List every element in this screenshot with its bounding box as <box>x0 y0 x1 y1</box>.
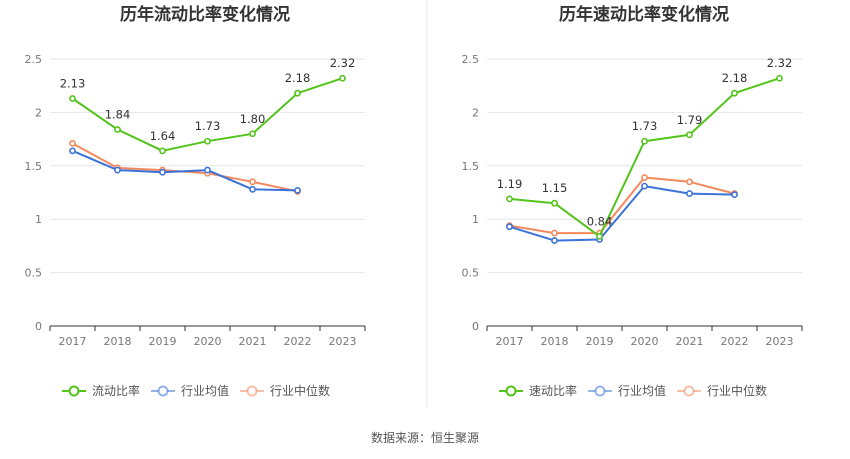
data-point <box>506 223 513 231</box>
data-point <box>159 168 166 176</box>
y-tick-label: 1.5 <box>462 160 480 173</box>
x-tick-label: 2017 <box>496 335 524 348</box>
y-tick-label: 0.5 <box>25 267 43 280</box>
data-point <box>776 74 783 82</box>
x-tick-label: 2018 <box>104 335 132 348</box>
data-point <box>249 178 256 186</box>
data-point <box>551 199 558 207</box>
legend-marker <box>68 385 80 397</box>
legend-marker <box>594 385 606 397</box>
data-label: 1.73 <box>195 119 221 133</box>
data-label: 0.84 <box>587 214 613 228</box>
x-tick-label: 2023 <box>329 335 357 348</box>
y-tick-label: 0.5 <box>462 267 480 280</box>
data-label: 1.84 <box>105 107 131 121</box>
data-point <box>159 147 166 155</box>
legend-label: 行业中位数 <box>270 383 330 398</box>
x-tick-label: 2022 <box>721 335 749 348</box>
x-tick-label: 2020 <box>194 335 222 348</box>
y-tick-label: 2.5 <box>462 53 480 66</box>
data-point <box>69 147 76 155</box>
x-tick-label: 2023 <box>766 335 794 348</box>
data-label: 1.64 <box>150 129 176 143</box>
data-point <box>69 95 76 102</box>
data-point <box>551 237 558 244</box>
data-point <box>294 186 301 194</box>
y-tick-label: 2 <box>472 106 479 119</box>
data-point <box>641 182 648 190</box>
data-point <box>641 137 648 145</box>
data-label: 2.32 <box>767 56 793 70</box>
x-tick-label: 2017 <box>59 335 87 348</box>
y-tick-label: 2 <box>35 106 42 119</box>
data-point <box>114 166 121 174</box>
data-point <box>731 191 738 199</box>
series-line <box>509 77 780 238</box>
y-tick-label: 1 <box>35 213 42 226</box>
legend-marker <box>246 385 258 397</box>
x-tick-label: 2022 <box>284 335 312 348</box>
legend-label: 速动比率 <box>529 383 577 398</box>
legend-label: 流动比率 <box>92 383 140 398</box>
x-tick-label: 2020 <box>631 335 659 348</box>
data-point <box>294 89 301 97</box>
chart-title: 历年流动比率变化情况 <box>120 4 290 25</box>
data-label: 1.79 <box>677 113 703 127</box>
data-label: 1.80 <box>240 112 266 126</box>
legend-marker <box>683 385 695 397</box>
series-line <box>509 185 735 242</box>
series-line <box>72 142 298 193</box>
data-point <box>114 126 121 133</box>
data-label: 2.13 <box>60 77 86 91</box>
x-tick-label: 2021 <box>676 335 704 348</box>
series-line <box>72 149 298 192</box>
data-source-note: 数据来源：恒生聚源 <box>371 430 479 445</box>
chart-title: 历年速动比率变化情况 <box>559 4 729 25</box>
data-label: 1.15 <box>542 181 568 195</box>
data-point <box>339 74 346 82</box>
legend-label: 行业中位数 <box>707 383 767 398</box>
y-tick-label: 0 <box>472 320 479 333</box>
series-line <box>509 176 735 235</box>
y-tick-label: 0 <box>35 320 42 333</box>
y-tick-label: 1.5 <box>25 160 43 173</box>
legend-marker <box>157 385 169 397</box>
data-point <box>686 178 693 186</box>
data-point <box>249 130 256 138</box>
x-tick-label: 2021 <box>239 335 267 348</box>
data-point <box>249 185 256 193</box>
data-point <box>731 89 738 97</box>
data-point <box>204 137 211 145</box>
y-tick-label: 2.5 <box>25 53 43 66</box>
data-label: 2.18 <box>285 71 311 85</box>
data-point <box>686 190 693 197</box>
data-point <box>69 139 76 147</box>
data-label: 1.19 <box>497 177 523 191</box>
data-point <box>551 229 558 237</box>
legend-label: 行业均值 <box>618 383 666 398</box>
x-tick-label: 2018 <box>541 335 569 348</box>
legend-marker <box>505 385 517 397</box>
data-point <box>641 174 648 181</box>
quick-ratio-chart: 历年速动比率变化情况 0 0.5 1 1.5 2 2.5 2017 2018 2019 2020 2… <box>462 4 803 398</box>
data-label: 2.18 <box>722 71 748 85</box>
data-point <box>596 232 603 240</box>
data-point <box>686 131 693 139</box>
x-tick-label: 2019 <box>586 335 614 348</box>
data-point <box>204 166 211 174</box>
current-ratio-chart: 历年流动比率变化情况 0 0.5 1 1.5 2 2.5 2017 2018 2019 2020 2… <box>25 4 366 398</box>
x-tick-label: 2019 <box>149 335 177 348</box>
data-point <box>506 195 513 203</box>
y-tick-label: 1 <box>472 213 479 226</box>
data-label: 2.32 <box>330 56 356 70</box>
data-label: 1.73 <box>632 119 658 133</box>
legend-label: 行业均值 <box>181 383 229 398</box>
